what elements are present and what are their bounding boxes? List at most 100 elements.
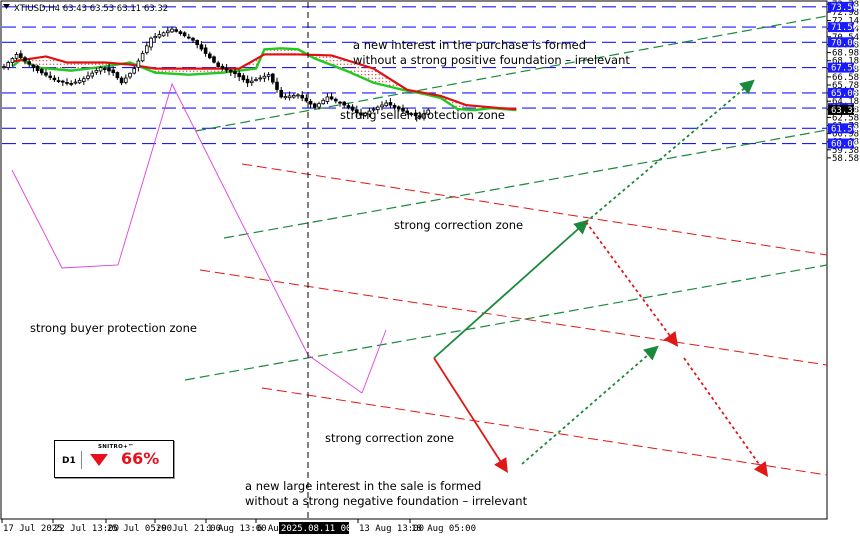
candle-body	[40, 69, 44, 74]
candle-body	[195, 40, 200, 46]
candle-body	[417, 115, 422, 118]
green-channel-line	[184, 264, 828, 381]
badge-timeframe: D1	[62, 456, 76, 466]
candle-body	[73, 81, 78, 84]
candle-body	[275, 81, 279, 90]
x-tick-label: 13 Aug 13:00	[359, 524, 424, 534]
level-price-label	[828, 123, 854, 134]
green-arrow	[433, 219, 589, 359]
candle-body	[69, 83, 74, 85]
candle-body	[182, 32, 187, 37]
candle-body	[115, 72, 120, 79]
candle-body	[245, 78, 250, 84]
candle-body	[61, 80, 65, 83]
green-channel-line	[195, 15, 828, 132]
candle-body	[199, 44, 204, 50]
candle-body	[132, 68, 137, 74]
crosshair-time-label	[279, 522, 349, 534]
candle-body	[44, 72, 48, 76]
candle-body	[103, 68, 107, 70]
candle-body	[216, 62, 221, 67]
candle-body	[266, 74, 271, 77]
symbol-header: XTIUSD,H4 63.43 63.53 63.11 63.32	[14, 4, 168, 14]
candle-body	[186, 36, 191, 39]
green-arrow	[585, 79, 755, 223]
red-channel-line	[261, 387, 828, 476]
y-tick-label: 64.18	[832, 97, 859, 107]
red-channel-line	[241, 163, 828, 256]
candle-body	[296, 94, 300, 97]
y-tick-label: 62.58	[832, 113, 859, 123]
annotation-text: without a strong positive foundation – i…	[353, 53, 630, 67]
level-price-text: 67.50	[831, 64, 858, 74]
candle-body	[291, 95, 296, 98]
candle-body	[86, 75, 90, 79]
candle-body	[317, 103, 321, 108]
candle-body	[35, 65, 40, 72]
y-tick-label: 66.58	[832, 73, 859, 83]
annotation-text: strong correction zone	[394, 218, 523, 232]
candle-body	[149, 37, 153, 48]
level-price-label	[828, 37, 854, 48]
candle-body	[329, 96, 334, 100]
candle-body	[346, 105, 351, 108]
magenta-line	[11, 82, 309, 356]
level-price-label	[828, 22, 854, 33]
candle-body	[228, 69, 233, 73]
horizontal-levels	[2, 6, 827, 145]
candle-body	[157, 34, 162, 38]
current-price-label	[828, 104, 854, 115]
signal-badge: D1 SNITRO+™ 66%	[54, 440, 174, 478]
candle-body	[401, 107, 405, 112]
forecast-arrows	[433, 79, 769, 477]
candle-body	[207, 53, 212, 59]
candle-body	[375, 106, 380, 110]
candle-body	[384, 102, 388, 107]
red-channel-line	[199, 269, 828, 366]
candle-body	[342, 101, 346, 106]
candle-body	[338, 101, 342, 104]
green-channel-line	[223, 129, 828, 239]
candle-body	[258, 77, 262, 80]
candle-body	[308, 100, 313, 105]
dropdown-triangle-icon[interactable]	[3, 4, 10, 9]
annotation-text: a new large interest in the sale is form…	[245, 479, 481, 493]
candle-body	[174, 29, 179, 32]
candle-body	[325, 96, 330, 102]
candle-body	[287, 95, 292, 99]
candle-body	[321, 99, 325, 105]
candle-body	[220, 65, 225, 69]
candle-body	[363, 112, 367, 116]
level-price-label	[828, 87, 854, 98]
candle-body	[27, 61, 31, 65]
candle-body	[354, 109, 359, 114]
candle-body	[426, 109, 430, 115]
candle-body	[2, 66, 6, 68]
red-arrow	[585, 221, 679, 347]
cloud-fast-line	[11, 47, 517, 112]
candle-body	[178, 31, 183, 34]
candle-body	[52, 77, 57, 81]
candle-body	[161, 32, 166, 37]
candle-body	[405, 110, 409, 114]
down-arrow-icon	[90, 454, 108, 466]
y-tick-label: 72.98	[832, 8, 859, 18]
candle-body	[111, 69, 116, 74]
annotation-text: without a strong negative foundation – i…	[245, 494, 528, 508]
candle-body	[107, 67, 111, 72]
level-price-text: 60.00	[831, 140, 858, 150]
candle-body	[212, 56, 216, 63]
candle-body	[367, 110, 372, 115]
candle-body	[350, 106, 355, 111]
candle-body	[279, 89, 283, 98]
plot-frame	[0, 0, 828, 520]
candle-body	[300, 95, 304, 99]
level-price-label	[828, 138, 854, 149]
badge-percent: 66%	[121, 449, 160, 468]
x-tick-label: 18 Aug 05:00	[411, 524, 476, 534]
candle-body	[14, 54, 19, 59]
cloud-indicator	[11, 47, 517, 394]
candle-body	[23, 57, 27, 62]
trend-channels	[184, 15, 828, 476]
y-tick-label: 68.98	[832, 49, 859, 59]
